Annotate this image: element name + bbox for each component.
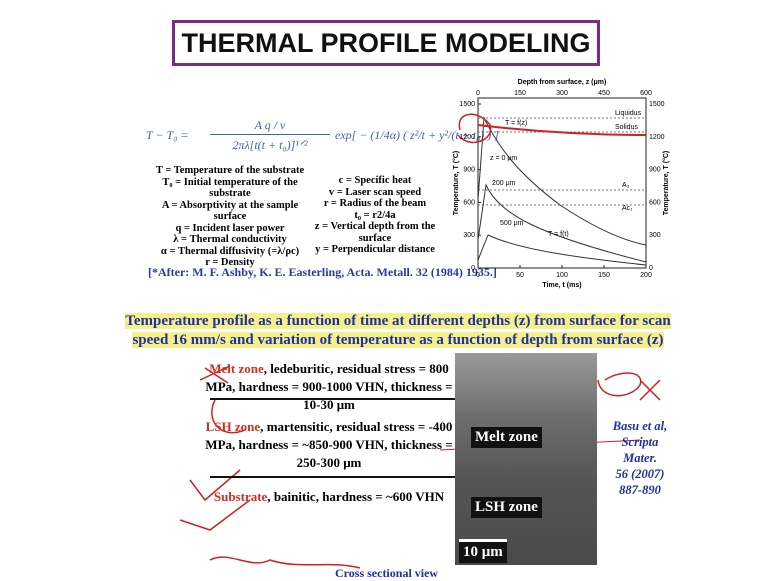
- y-tick-label: 0: [471, 265, 475, 272]
- micrograph-caption: Cross sectional view: [335, 566, 438, 581]
- zone: Substrate, bainitic, hardness = ~600 VHN: [200, 488, 458, 506]
- divider: [210, 398, 458, 400]
- micrograph: Melt zone LSH zone 10 μm: [455, 353, 597, 565]
- scale-bar: 10 μm: [459, 539, 507, 563]
- top-tick-label: 0: [476, 90, 480, 97]
- x-tick-label: 150: [598, 272, 610, 279]
- zone-name: LSH zone: [206, 419, 261, 434]
- y2-tick-label: 600: [649, 199, 661, 206]
- y2-tick-label: 0: [649, 265, 653, 272]
- y-tick-label: 1500: [459, 101, 475, 108]
- y-tick-label: 900: [463, 167, 475, 174]
- y2-tick-label: 1500: [649, 101, 665, 108]
- curve-label: 200 μm: [492, 180, 516, 187]
- curve-label: T = f(z): [505, 120, 527, 127]
- y-tick-label: 300: [463, 232, 475, 239]
- citation-line: 56 (2007): [600, 466, 680, 482]
- citation-line: 887-890: [600, 482, 680, 498]
- x-tick-label: 200: [640, 272, 652, 279]
- y-tick-label: 600: [463, 199, 475, 206]
- caption: Temperature profile as a function of tim…: [118, 312, 678, 350]
- y2-tick-label: 1200: [649, 134, 665, 141]
- curve-label: A₃: [622, 182, 630, 189]
- y2-tick-label: 900: [649, 167, 661, 174]
- x-tick-label: 100: [556, 272, 568, 279]
- curve-500: [478, 235, 646, 265]
- x-tick-label: 50: [516, 272, 524, 279]
- y-tick-label: 1200: [459, 134, 475, 141]
- x-tick-label: 0: [476, 272, 480, 279]
- top-tick-label: 450: [598, 90, 610, 97]
- x-axis-label: Time, t (ms): [542, 282, 581, 289]
- zone: Melt zone, ledeburitic, residual stress …: [200, 360, 458, 414]
- citation-line: Mater.: [600, 450, 680, 466]
- curve-label: 500 μm: [500, 220, 524, 227]
- y2-axis-label: Temperature, T (°C): [662, 151, 670, 216]
- y2-tick-label: 300: [649, 232, 661, 239]
- citation-line: Scripta: [600, 434, 680, 450]
- zone: LSH zone, martensitic, residual stress =…: [200, 418, 458, 472]
- caption-text: Temperature profile as a function of tim…: [125, 313, 670, 348]
- curve-label: Solidus: [615, 124, 638, 131]
- top-tick-label: 150: [514, 90, 526, 97]
- zone-description: , bainitic, hardness = ~600 VHN: [267, 489, 444, 504]
- divider: [210, 476, 458, 478]
- curve-label: z = 0 μm: [490, 155, 517, 162]
- top-tick-label: 600: [640, 90, 652, 97]
- curve-label: Liquidus: [615, 110, 642, 117]
- micrograph-label: Melt zone: [471, 427, 542, 448]
- zone-name: Substrate: [214, 489, 267, 504]
- citation-line: Basu et al,: [600, 418, 680, 434]
- zone-name: Melt zone: [209, 361, 264, 376]
- top-axis-label: Depth from surface, z (μm): [518, 79, 607, 86]
- curve-label: Ac₁: [622, 205, 633, 212]
- top-tick-label: 300: [556, 90, 568, 97]
- curve-label: T = f(t): [548, 231, 569, 238]
- slide: THERMAL PROFILE MODELING T − T₀ = A q / …: [0, 0, 767, 578]
- y-axis-label: Temperature, T (°C): [452, 151, 460, 216]
- micrograph-label: LSH zone: [471, 497, 542, 518]
